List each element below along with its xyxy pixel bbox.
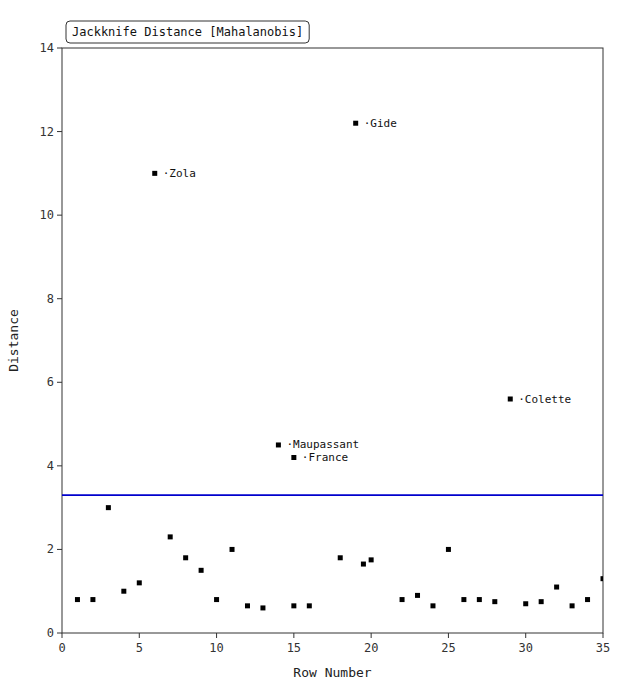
point [90,597,95,602]
point [137,580,142,585]
x-tick [216,633,217,638]
point [291,455,296,460]
title-frame [66,21,309,43]
y-tick-label: 4 [47,459,54,473]
plot-area [62,121,603,611]
point [477,597,482,602]
y-tick-label: 12 [40,125,54,139]
point [400,597,405,602]
annotation: ·Zola [163,167,196,180]
point [601,576,604,581]
point [369,557,374,562]
y-tick [57,298,62,299]
x-tick-label: 35 [596,641,610,655]
annotation: ·Colette [518,393,571,406]
point [430,603,435,608]
x-tick [448,633,449,638]
y-tick-label: 14 [40,41,54,55]
title-box: Jackknife Distance [Mahalanobis] [66,21,309,43]
annotation: ·France [302,451,348,464]
point [230,547,235,552]
y-tick [57,549,62,550]
point [353,121,358,126]
point [570,603,575,608]
point [183,555,188,560]
point [199,568,204,573]
point [523,601,528,606]
x-tick [62,633,63,638]
point [152,171,157,176]
point [554,585,559,590]
y-tick-label: 2 [47,542,54,556]
point [106,505,111,510]
y-tick [57,465,62,466]
point [291,603,296,608]
x-tick-label: 5 [136,641,143,655]
threshold-line [62,494,603,496]
point [361,562,366,567]
x-tick-label: 10 [209,641,223,655]
x-tick-label: 0 [58,641,65,655]
y-tick-label: 0 [47,626,54,640]
point [585,597,590,602]
x-tick [603,633,604,638]
title: Jackknife Distance [Mahalanobis] [72,25,303,39]
point [245,603,250,608]
x-tick [525,633,526,638]
chart: 0 5 10 15 20 25 30 35 0 2 4 6 8 10 12 14 Row Number Dista… [0,0,625,691]
y-tick [57,48,62,49]
x-tick [139,633,140,638]
point [260,605,265,610]
x-tick-label: 20 [364,641,378,655]
point [338,555,343,560]
y-tick [57,215,62,216]
point [307,603,312,608]
y-tick [57,382,62,383]
y-tick-label: 8 [47,292,54,306]
point [121,589,126,594]
plot-frame [62,48,603,633]
x-tick-label: 15 [287,641,301,655]
x-tick-label: 30 [518,641,532,655]
point [492,599,497,604]
point [168,534,173,539]
point [75,597,80,602]
point [461,597,466,602]
annotation: ·Maupassant [286,438,359,451]
point [539,599,544,604]
y-axis-label: Distance [6,309,21,372]
x-axis-label: Row Number [293,665,371,680]
x-tick-label: 25 [441,641,455,655]
point [415,593,420,598]
point [276,442,281,447]
x-tick [371,633,372,638]
y-tick-label: 6 [47,375,54,389]
y-tick-label: 10 [40,208,54,222]
y-tick [57,131,62,132]
point [508,397,513,402]
point [214,597,219,602]
x-tick [293,633,294,638]
annotation: ·Gide [364,117,397,130]
y-tick [57,633,62,634]
point [446,547,451,552]
